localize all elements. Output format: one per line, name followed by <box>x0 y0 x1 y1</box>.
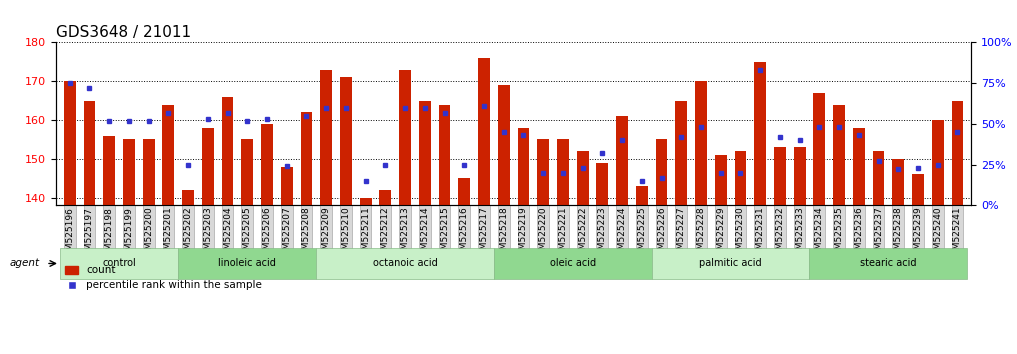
FancyBboxPatch shape <box>494 248 652 279</box>
Bar <box>64 81 75 205</box>
FancyBboxPatch shape <box>178 248 316 279</box>
Bar <box>379 190 392 205</box>
FancyBboxPatch shape <box>810 248 967 279</box>
Bar <box>419 101 431 205</box>
Bar <box>892 159 904 205</box>
Text: stearic acid: stearic acid <box>860 258 916 268</box>
Bar <box>182 190 194 205</box>
Bar <box>577 151 589 205</box>
Text: octanoic acid: octanoic acid <box>372 258 437 268</box>
Bar <box>123 139 135 205</box>
Bar <box>202 128 214 205</box>
Bar <box>261 124 273 205</box>
Text: agent: agent <box>10 258 40 268</box>
Bar <box>281 166 293 205</box>
Bar <box>695 81 707 205</box>
Bar <box>459 178 470 205</box>
Bar <box>755 62 766 205</box>
Bar <box>438 104 451 205</box>
Bar <box>793 147 805 205</box>
Bar <box>715 155 726 205</box>
Text: linoleic acid: linoleic acid <box>219 258 277 268</box>
Bar <box>320 70 333 205</box>
FancyBboxPatch shape <box>60 248 178 279</box>
Bar <box>873 151 885 205</box>
Bar <box>163 104 174 205</box>
FancyBboxPatch shape <box>652 248 810 279</box>
Bar <box>833 104 845 205</box>
FancyBboxPatch shape <box>316 248 494 279</box>
Bar <box>814 93 825 205</box>
Bar <box>675 101 687 205</box>
Text: GDS3648 / 21011: GDS3648 / 21011 <box>56 25 191 40</box>
Bar <box>340 78 352 205</box>
Bar <box>853 128 864 205</box>
Bar <box>222 97 234 205</box>
Bar <box>952 101 963 205</box>
Bar <box>478 58 490 205</box>
Bar <box>912 174 923 205</box>
Bar <box>142 139 155 205</box>
Bar <box>537 139 549 205</box>
Bar <box>557 139 569 205</box>
Text: control: control <box>102 258 136 268</box>
Bar <box>734 151 746 205</box>
Text: palmitic acid: palmitic acid <box>700 258 762 268</box>
Bar <box>104 136 115 205</box>
Bar <box>399 70 411 205</box>
Legend: count, percentile rank within the sample: count, percentile rank within the sample <box>61 261 266 295</box>
Bar <box>301 112 312 205</box>
Text: oleic acid: oleic acid <box>550 258 596 268</box>
Bar <box>360 198 371 205</box>
Bar <box>932 120 944 205</box>
Bar <box>616 116 627 205</box>
Bar <box>636 186 648 205</box>
Bar <box>518 128 530 205</box>
Bar <box>241 139 253 205</box>
Bar <box>497 85 510 205</box>
Bar <box>596 163 608 205</box>
Bar <box>656 139 667 205</box>
Bar <box>83 101 96 205</box>
Bar <box>774 147 786 205</box>
